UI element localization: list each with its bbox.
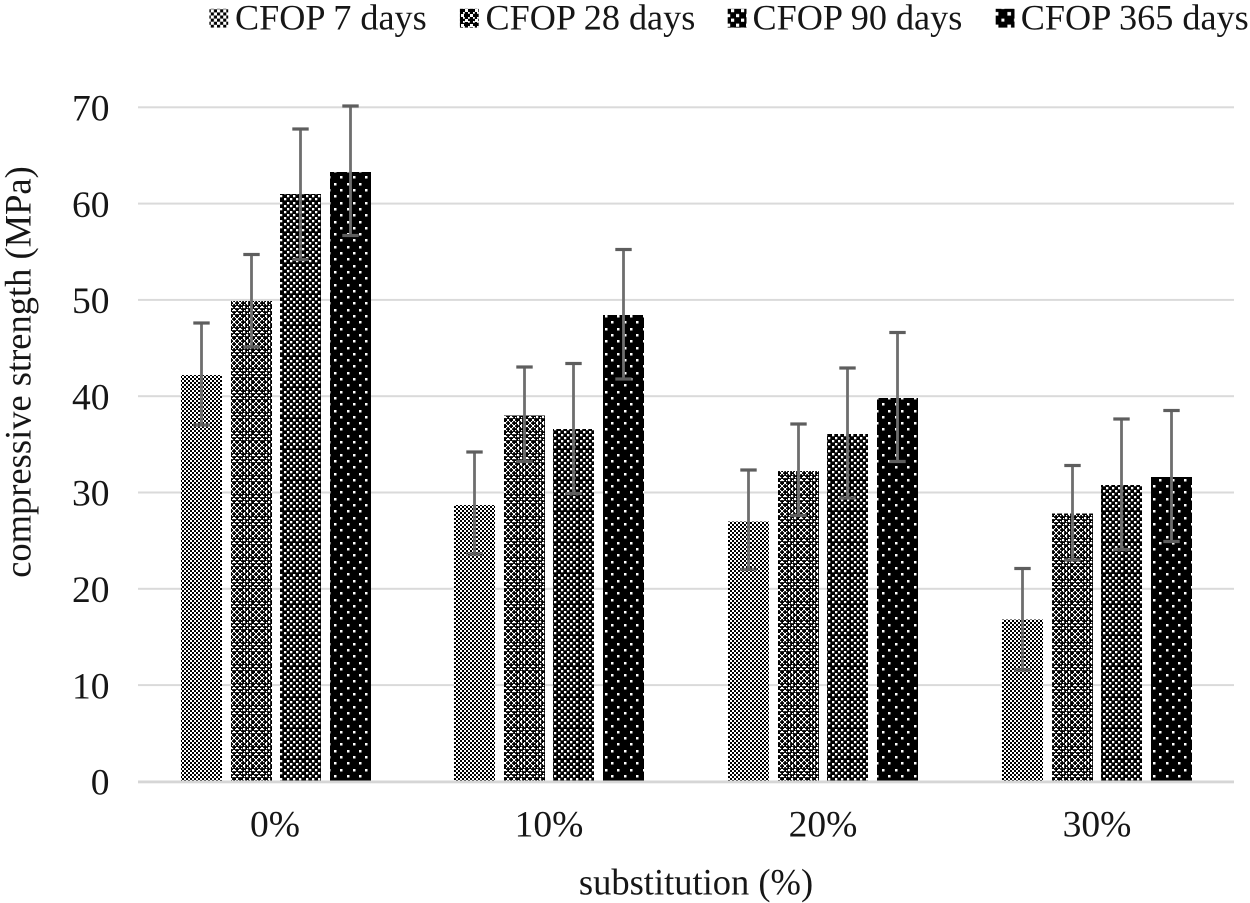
svg-text:20%: 20% bbox=[789, 804, 858, 845]
svg-text:70: 70 bbox=[72, 89, 110, 130]
svg-text:substitution (%): substitution (%) bbox=[579, 862, 813, 903]
svg-text:0: 0 bbox=[91, 763, 110, 804]
svg-text:CFOP 7 days: CFOP 7 days bbox=[235, 0, 427, 37]
svg-text:CFOP 365 days: CFOP 365 days bbox=[1021, 0, 1249, 37]
svg-text:50: 50 bbox=[72, 281, 110, 322]
svg-text:compressive strength (MPa): compressive strength (MPa) bbox=[0, 166, 39, 578]
svg-text:30: 30 bbox=[72, 474, 110, 515]
svg-text:CFOP 28 days: CFOP 28 days bbox=[486, 0, 696, 37]
svg-text:30%: 30% bbox=[1063, 804, 1132, 845]
svg-text:0%: 0% bbox=[250, 804, 300, 845]
svg-text:10%: 10% bbox=[515, 804, 584, 845]
svg-text:60: 60 bbox=[72, 185, 110, 226]
svg-text:10: 10 bbox=[72, 666, 110, 707]
svg-text:CFOP 90 days: CFOP 90 days bbox=[753, 0, 963, 37]
svg-text:40: 40 bbox=[72, 377, 110, 418]
svg-text:20: 20 bbox=[72, 570, 110, 611]
